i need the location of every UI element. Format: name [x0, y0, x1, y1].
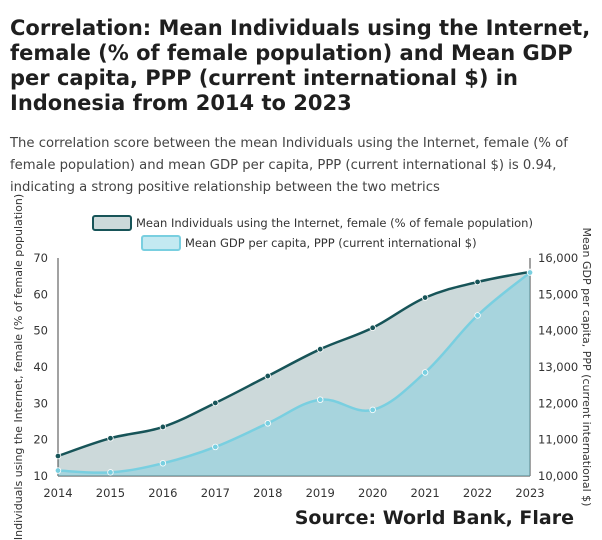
y2-tick-13000: 13,000 [538, 360, 578, 374]
y-tick-40: 40 [33, 360, 48, 374]
x-tick-2015: 2015 [96, 486, 125, 500]
point-series-1-2018 [264, 420, 271, 427]
y-axis-right-title: Mean GDP per capita, PPP (current intern… [580, 228, 593, 507]
chart-title: Correlation: Mean Individuals using the … [10, 16, 591, 115]
point-series-1-2020 [369, 406, 376, 414]
y-axis-left: 10 20 30 40 50 60 70 [33, 251, 48, 483]
x-tick-2020: 2020 [358, 486, 387, 500]
legend-label-internet: Mean Individuals using the Internet, fem… [136, 216, 533, 230]
legend-swatch-internet [92, 215, 132, 231]
series-lines [57, 270, 531, 474]
series-points [54, 268, 534, 476]
point-series-0-2017 [212, 399, 219, 407]
point-series-1-2016 [159, 460, 167, 467]
point-series-0-2019 [317, 345, 324, 353]
y-tick-50: 50 [33, 324, 48, 338]
point-series-0-2020 [369, 324, 376, 331]
y2-tick-14000: 14,000 [538, 324, 578, 338]
y2-tick-15000: 15,000 [538, 287, 578, 301]
x-tick-2023: 2023 [515, 486, 544, 500]
line-series-1 [57, 271, 531, 474]
y2-tick-16000: 16,000 [538, 251, 578, 265]
legend: Mean Individuals using the Internet, fem… [92, 215, 533, 251]
area-series-0 [58, 271, 530, 476]
y-axis-left-title: Individuals using the Internet, female (… [12, 194, 25, 540]
point-series-0-2022 [474, 278, 481, 286]
x-tick-2014: 2014 [43, 486, 72, 500]
point-series-1-2015 [107, 469, 114, 476]
x-tick-2021: 2021 [410, 486, 439, 500]
y2-tick-10000: 10,000 [538, 469, 578, 483]
point-series-1-2023 [526, 269, 534, 276]
point-series-0-2015 [107, 435, 114, 442]
plot-area [57, 258, 531, 477]
legend-swatch-gdp [141, 235, 181, 251]
chart-subtitle: The correlation score between the mean I… [10, 136, 568, 195]
point-series-1-2022 [474, 312, 481, 319]
line-series-0 [57, 270, 531, 458]
y-tick-60: 60 [33, 287, 48, 301]
point-series-1-2019 [317, 396, 324, 403]
y-axis-right: 10,000 11,000 12,000 13,000 14,000 15,000 16,0… [538, 251, 578, 483]
x-tick-2022: 2022 [463, 486, 492, 500]
point-series-0-2016 [159, 423, 167, 431]
y-tick-70: 70 [33, 251, 48, 265]
y-tick-20: 20 [33, 433, 48, 447]
y2-tick-11000: 11,000 [538, 433, 578, 447]
point-series-0-2018 [264, 372, 271, 380]
y-tick-10: 10 [33, 469, 48, 483]
x-tick-2017: 2017 [201, 486, 230, 500]
source-note: Source: World Bank, Flare [294, 507, 574, 529]
area-series-1 [58, 272, 530, 476]
area-fills [58, 271, 530, 476]
point-series-1-2017 [212, 443, 219, 451]
x-tick-2019: 2019 [306, 486, 335, 500]
point-series-1-2021 [421, 369, 429, 376]
point-series-0-2021 [421, 294, 429, 301]
y-tick-30: 30 [33, 396, 48, 410]
x-tick-2016: 2016 [148, 486, 177, 500]
y2-tick-12000: 12,000 [538, 396, 578, 410]
legend-label-gdp: Mean GDP per capita, PPP (current intern… [185, 236, 477, 250]
x-axis: 2014 2015 2016 2017 2018 2019 2020 2021 2022 2023 [43, 486, 544, 500]
point-series-1-2014 [54, 467, 62, 474]
x-tick-2018: 2018 [253, 486, 282, 500]
point-series-0-2014 [54, 452, 62, 460]
